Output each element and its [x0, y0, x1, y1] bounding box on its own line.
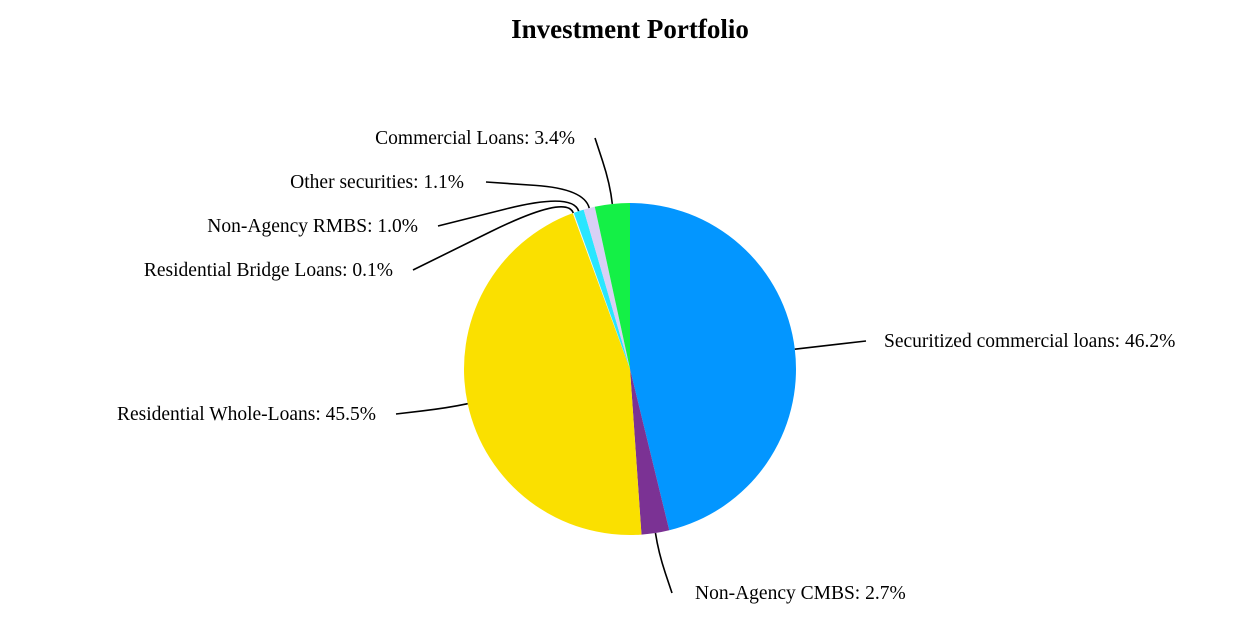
slice-label: Non-Agency RMBS: 1.0%	[207, 216, 418, 237]
pie-slice-residential-bridge-loans	[572, 212, 630, 369]
leader-line	[594, 137, 614, 205]
pie-slice-residential-whole-loans	[463, 213, 642, 536]
pie-slice-other-securities	[583, 206, 630, 369]
slice-label: Residential Whole-Loans: 45.5%	[117, 404, 376, 425]
leader-line	[437, 200, 580, 227]
slice-label: Commercial Loans: 3.4%	[375, 128, 575, 149]
pie-slice-non-agency-cmbs	[630, 369, 670, 535]
leader-line	[485, 181, 590, 209]
leader-line	[654, 532, 673, 594]
leader-line	[412, 206, 575, 271]
slice-label: Other securities: 1.1%	[290, 172, 464, 193]
slice-label: Non-Agency CMBS: 2.7%	[695, 583, 906, 604]
leader-line	[395, 402, 468, 415]
pie-slice-securitized-commercial-loans	[630, 203, 797, 531]
chart-title: Investment Portfolio	[511, 14, 749, 44]
slice-label: Residential Bridge Loans: 0.1%	[144, 260, 393, 281]
slice-label: Securitized commercial loans: 46.2%	[884, 331, 1175, 352]
leader-line	[794, 340, 867, 351]
pie-slice-commercial-loans	[594, 203, 630, 369]
pie-slice-non-agency-rmbs	[573, 209, 630, 369]
